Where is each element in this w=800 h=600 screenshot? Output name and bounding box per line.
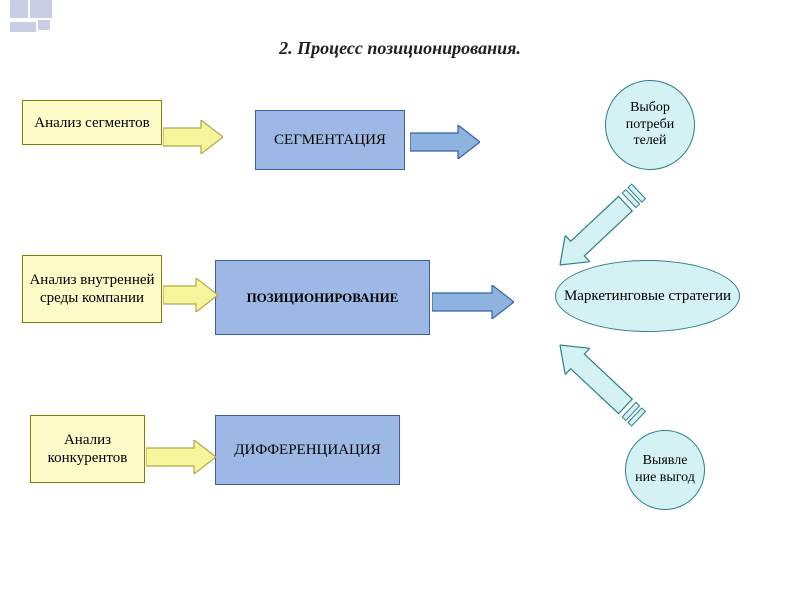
blue-box-1: ПОЗИЦИОНИРОВАНИЕ xyxy=(215,260,430,335)
blue-box-2: ДИФФЕРЕНЦИАЦИЯ xyxy=(215,415,400,485)
yellow-arrow-1 xyxy=(163,278,218,317)
cyan-arrow-1 xyxy=(548,328,656,433)
yellow-box-1: Анализ внутренней среды компании xyxy=(22,255,162,323)
blue-box-0: СЕГМЕНТАЦИЯ xyxy=(255,110,405,170)
yellow-box-2: Анализ конкурентов xyxy=(30,415,145,483)
blue-arrow-0 xyxy=(410,125,480,164)
page-title: 2. Процесс позиционирования. xyxy=(0,38,800,59)
cyan-ellipse: Маркетинговые стратегии xyxy=(555,260,740,332)
cyan-circle-0: Выбор потреби телей xyxy=(605,80,695,170)
corner-decor xyxy=(10,0,70,32)
cyan-circle-1: Выявле ние выгод xyxy=(625,430,705,510)
yellow-arrow-2 xyxy=(146,440,216,479)
yellow-box-0: Анализ сегментов xyxy=(22,100,162,145)
blue-arrow-1 xyxy=(432,285,514,324)
yellow-arrow-0 xyxy=(163,120,223,159)
